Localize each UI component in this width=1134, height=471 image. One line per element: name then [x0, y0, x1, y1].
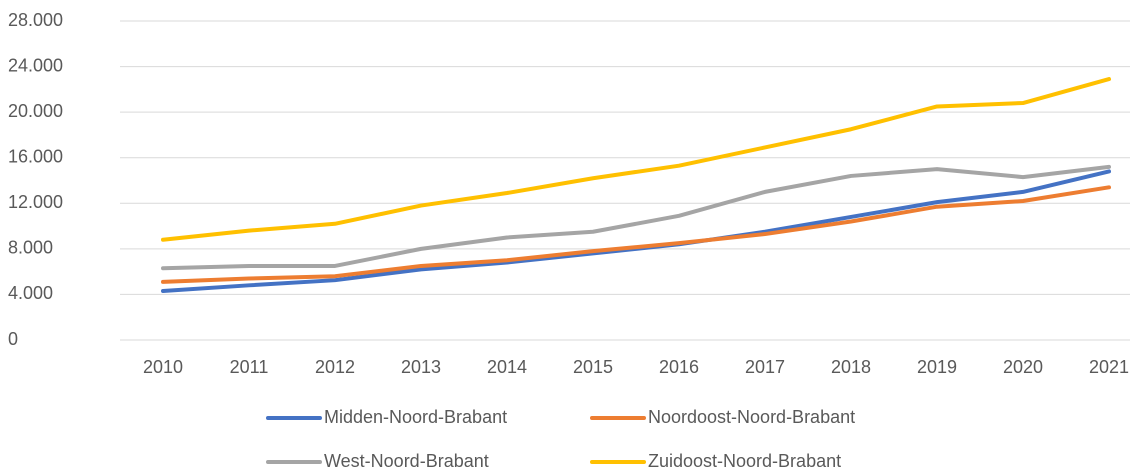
x-tick-label: 2019: [917, 357, 957, 377]
x-tick-label: 2021: [1089, 357, 1129, 377]
x-tick-label: 2014: [487, 357, 527, 377]
y-tick-label: 20.000: [8, 101, 63, 121]
y-tick-label: 12.000: [8, 192, 63, 212]
y-tick-label: 0: [8, 329, 18, 349]
x-tick-label: 2016: [659, 357, 699, 377]
line-series: [161, 185, 1111, 284]
legend-label: Noordoost-Noord-Brabant: [648, 407, 855, 427]
legend-label: West-Noord-Brabant: [324, 451, 489, 471]
line-series: [161, 164, 1111, 271]
x-tick-label: 2015: [573, 357, 613, 377]
line-series: [161, 77, 1111, 242]
y-tick-label: 4.000: [8, 283, 53, 303]
x-tick-label: 2017: [745, 357, 785, 377]
x-tick-label: 2010: [143, 357, 183, 377]
x-tick-label: 2012: [315, 357, 355, 377]
y-tick-label: 16.000: [8, 146, 63, 166]
legend-label: Midden-Noord-Brabant: [324, 407, 507, 427]
y-tick-label: 8.000: [8, 238, 53, 258]
x-tick-label: 2018: [831, 357, 871, 377]
y-tick-label: 28.000: [8, 10, 63, 30]
x-tick-label: 2011: [230, 357, 269, 377]
line-series: [161, 169, 1111, 294]
y-tick-label: 24.000: [8, 55, 63, 75]
x-tick-label: 2020: [1003, 357, 1043, 377]
legend-label: Zuidoost-Noord-Brabant: [648, 451, 841, 471]
x-tick-label: 2013: [401, 357, 441, 377]
